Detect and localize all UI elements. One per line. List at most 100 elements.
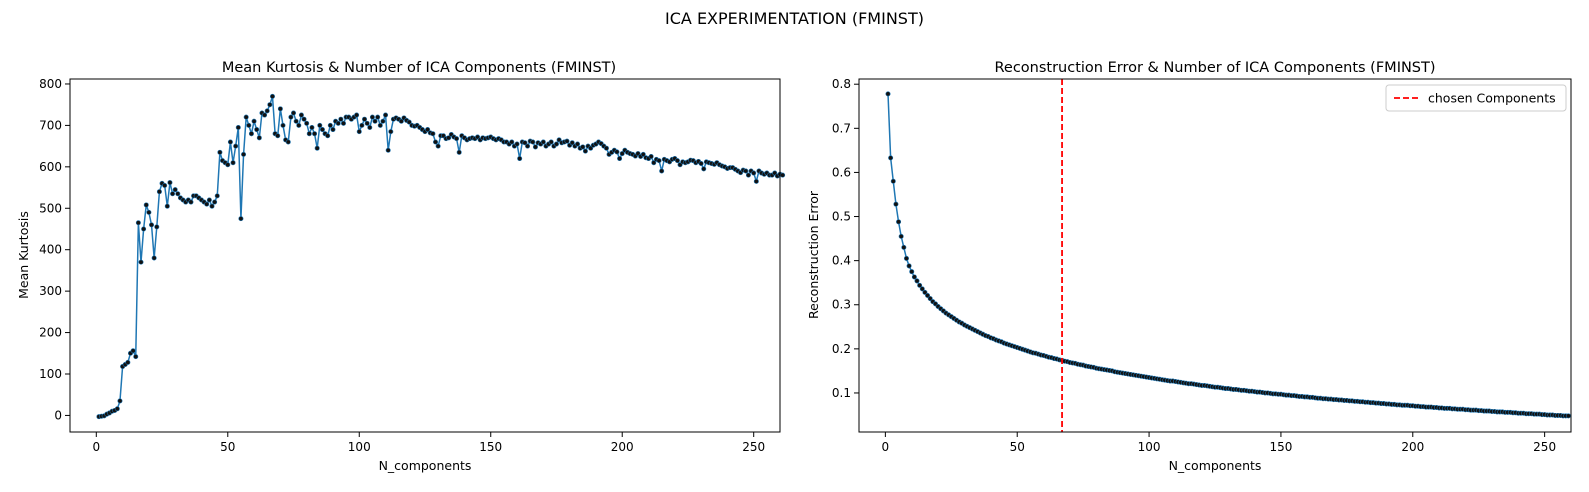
reconstruction-x-tick-label: 100: [1138, 440, 1161, 454]
kurtosis-data-point: [548, 139, 554, 145]
kurtosis-data-point: [149, 222, 155, 228]
reconstruction-data-point: [919, 286, 925, 292]
kurtosis-data-point: [753, 178, 759, 184]
reconstruction-x-tick-label: 250: [1533, 440, 1556, 454]
kurtosis-data-point: [330, 127, 336, 133]
kurtosis-data-point: [293, 118, 299, 124]
kurtosis-data-point: [206, 197, 212, 203]
kurtosis-data-point: [425, 127, 431, 133]
reconstruction-data-point: [909, 269, 915, 275]
kurtosis-data-point: [235, 124, 241, 130]
kurtosis-data-point: [248, 131, 254, 137]
kurtosis-x-tick-label: 50: [220, 440, 235, 454]
kurtosis-data-point: [227, 139, 233, 145]
kurtosis-data-point: [262, 112, 268, 118]
kurtosis-data-point: [656, 158, 662, 164]
reconstruction-chart-ticks: 0 50 100 150 200 250 0.1 0.2 0.3 0.4 0.5 0.6 0.7 0.8: [832, 77, 1556, 454]
kurtosis-data-point: [214, 193, 220, 199]
kurtosis-data-point: [364, 120, 370, 126]
kurtosis-data-point: [125, 359, 131, 365]
kurtosis-data-point: [209, 203, 215, 209]
kurtosis-data-point: [375, 114, 381, 120]
reconstruction-y-tick-label: 0.6: [832, 165, 851, 179]
kurtosis-data-point: [564, 138, 570, 144]
kurtosis-data-point: [338, 116, 344, 122]
kurtosis-data-point: [430, 131, 436, 137]
reconstruction-chart-marks: [885, 91, 1571, 419]
kurtosis-y-tick-label: 400: [39, 243, 62, 257]
kurtosis-data-point: [372, 118, 378, 124]
reconstruction-x-tick-label: 0: [882, 440, 890, 454]
kurtosis-data-point: [256, 135, 262, 141]
kurtosis-data-point: [362, 116, 368, 122]
kurtosis-data-point: [175, 191, 181, 197]
kurtosis-data-point: [406, 119, 412, 125]
kurtosis-data-point: [291, 110, 297, 116]
reconstruction-chart: Reconstruction Error & Number of ICA Com…: [806, 60, 1572, 473]
kurtosis-series-line: [98, 96, 783, 418]
kurtosis-data-point: [356, 129, 362, 135]
kurtosis-y-tick-label: 500: [39, 201, 62, 215]
kurtosis-data-point: [238, 216, 244, 222]
kurtosis-data-point: [517, 156, 523, 162]
kurtosis-data-point: [569, 140, 575, 146]
kurtosis-data-point: [280, 122, 286, 128]
kurtosis-data-point: [369, 114, 375, 120]
kurtosis-data-point: [143, 202, 149, 208]
kurtosis-data-point: [540, 139, 546, 145]
kurtosis-data-point: [751, 170, 757, 176]
kurtosis-data-point: [575, 141, 581, 147]
kurtosis-data-point: [117, 398, 123, 404]
kurtosis-data-point: [156, 189, 162, 195]
kurtosis-data-point: [327, 122, 333, 128]
reconstruction-data-point: [898, 233, 904, 239]
kurtosis-data-point: [170, 191, 176, 197]
kurtosis-data-point: [530, 139, 536, 145]
kurtosis-x-tick-label: 150: [479, 440, 502, 454]
kurtosis-data-point: [659, 168, 665, 174]
kurtosis-data-point: [301, 116, 307, 122]
kurtosis-data-point: [435, 143, 441, 149]
kurtosis-data-point: [296, 122, 302, 128]
reconstruction-data-point: [1565, 413, 1571, 419]
kurtosis-chart-ticks: 0 50 100 150 200 250 0 100 200 300 400 500 600 700 800: [39, 77, 765, 454]
kurtosis-data-point: [304, 120, 310, 126]
kurtosis-data-point: [456, 149, 462, 155]
reconstruction-series-line: [887, 93, 1569, 417]
kurtosis-data-point: [151, 255, 157, 261]
reconstruction-data-point: [906, 263, 912, 269]
kurtosis-data-point: [264, 108, 270, 114]
kurtosis-data-point: [138, 259, 144, 265]
kurtosis-data-point: [340, 120, 346, 126]
kurtosis-data-point: [306, 131, 312, 137]
kurtosis-data-point: [454, 136, 460, 142]
kurtosis-data-point: [188, 199, 194, 205]
kurtosis-y-axis-label: Mean Kurtosis: [16, 211, 31, 299]
reconstruction-data-point: [914, 278, 920, 284]
reconstruction-data-point: [890, 178, 896, 184]
reconstruction-y-tick-label: 0.1: [832, 386, 851, 400]
kurtosis-data-point: [241, 151, 247, 157]
reconstruction-data-point: [888, 155, 894, 161]
kurtosis-data-point: [743, 168, 749, 174]
kurtosis-x-tick-label: 100: [348, 440, 371, 454]
kurtosis-data-point: [380, 118, 386, 124]
reconstruction-data-point: [893, 201, 899, 207]
kurtosis-data-point: [617, 156, 623, 162]
kurtosis-data-point: [780, 172, 786, 178]
kurtosis-data-point: [745, 172, 751, 178]
kurtosis-data-point: [698, 161, 704, 167]
kurtosis-data-point: [309, 124, 315, 130]
reconstruction-x-tick-label: 150: [1269, 440, 1292, 454]
kurtosis-chart-marks: [96, 93, 786, 420]
kurtosis-data-point: [446, 135, 452, 141]
reconstruction-x-tick-label: 200: [1401, 440, 1424, 454]
reconstruction-y-axis-label: Reconstruction Error: [806, 190, 821, 319]
kurtosis-data-point: [146, 209, 152, 215]
reconstruction-data-point: [885, 91, 891, 97]
kurtosis-data-point: [212, 199, 218, 205]
kurtosis-chart: Mean Kurtosis & Number of ICA Components…: [16, 60, 786, 473]
kurtosis-y-tick-label: 800: [39, 77, 62, 91]
kurtosis-data-point: [367, 124, 373, 130]
kurtosis-data-point: [314, 145, 320, 151]
